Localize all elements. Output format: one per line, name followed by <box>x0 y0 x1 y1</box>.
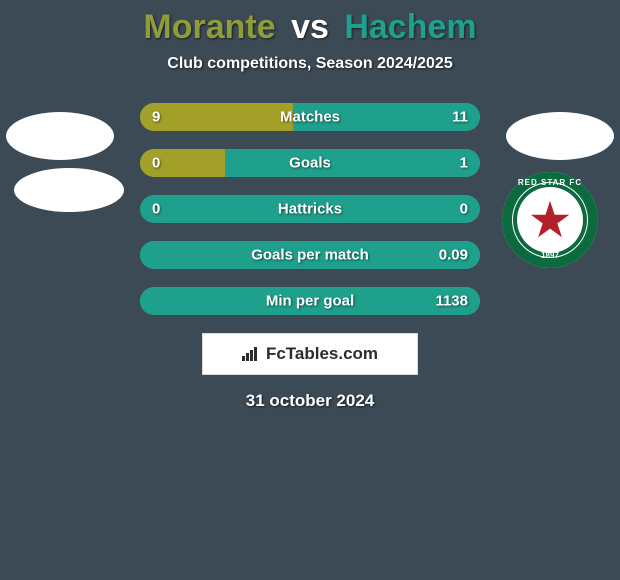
stat-label: Min per goal <box>266 293 354 310</box>
page-title: Morante vs Hachem <box>0 8 620 47</box>
value-right: 0.09 <box>439 247 468 264</box>
stat-row: 1138 Min per goal <box>0 287 620 315</box>
title-player1: Morante <box>143 8 275 46</box>
value-right: 11 <box>452 109 468 126</box>
right-team-placeholder <box>506 112 614 160</box>
value-right: 0 <box>460 201 468 218</box>
value-left: 0 <box>152 201 160 218</box>
left-team-placeholder-1 <box>6 112 114 160</box>
stat-label: Goals per match <box>251 247 369 264</box>
title-player2: Hachem <box>344 8 476 46</box>
crest-top-text: RED STAR FC <box>518 178 582 187</box>
crest-star-icon: ★ <box>528 195 573 245</box>
value-left: 0 <box>152 155 160 172</box>
stat-label: Hattricks <box>278 201 342 218</box>
brand-text: FcTables.com <box>266 344 378 364</box>
value-right: 1138 <box>435 293 468 310</box>
right-team-crest: RED STAR FC ★ 1897 <box>502 172 598 268</box>
stat-label: Matches <box>280 109 340 126</box>
crest-year: 1897 <box>541 251 559 260</box>
bar-left <box>140 103 293 131</box>
bar-chart-icon <box>242 347 260 361</box>
stat-label: Goals <box>289 155 331 172</box>
subtitle: Club competitions, Season 2024/2025 <box>0 55 620 73</box>
comparison-card: Morante vs Hachem Club competitions, Sea… <box>0 0 620 580</box>
brand-logo: FcTables.com <box>202 333 418 375</box>
value-left: 9 <box>152 109 160 126</box>
title-vs: vs <box>291 8 329 46</box>
date-text: 31 october 2024 <box>0 391 620 411</box>
bar-right <box>225 149 480 177</box>
value-right: 1 <box>460 155 468 172</box>
left-team-placeholder-2 <box>14 168 124 212</box>
